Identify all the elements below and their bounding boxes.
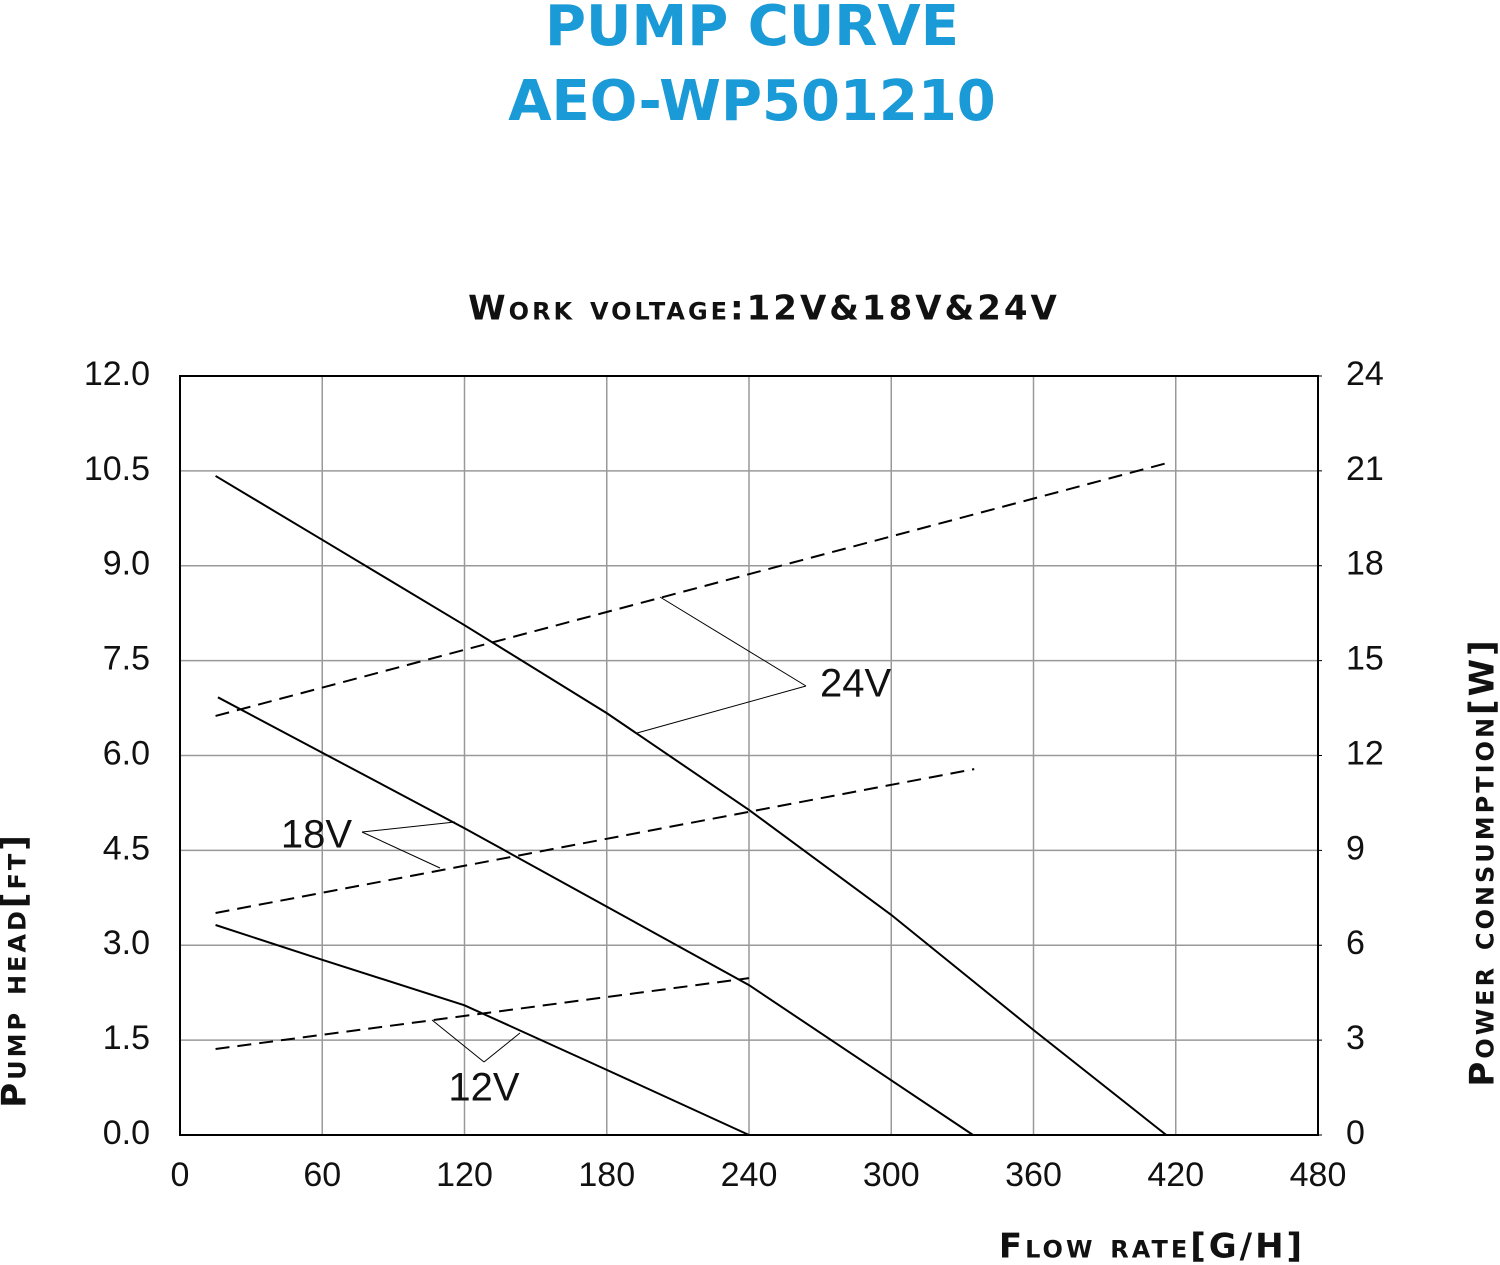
x-tick-label: 60 — [303, 1156, 341, 1194]
x-tick-label: 480 — [1290, 1156, 1347, 1194]
y2-axis-label: Power consumption[W] — [1463, 637, 1500, 1086]
y2-tick-label: 21 — [1346, 450, 1384, 488]
y-tick-label: 12.0 — [84, 355, 150, 393]
y2-tick-label: 15 — [1346, 640, 1384, 678]
leader-line — [361, 831, 441, 869]
leader-line — [483, 1032, 521, 1063]
leader-line — [361, 821, 456, 833]
y-axis-label: Pump head[ft] — [0, 832, 35, 1108]
x-tick-label: 120 — [436, 1156, 493, 1194]
annotation: 24V — [820, 662, 891, 706]
y-tick-label: 1.5 — [103, 1019, 150, 1057]
leader-line — [659, 596, 807, 687]
leader-line — [431, 1019, 485, 1063]
y-tick-label: 9.0 — [103, 545, 150, 583]
line-series — [215, 461, 1172, 717]
line-series — [215, 924, 750, 1136]
y2-tick-label: 18 — [1346, 545, 1384, 583]
y2-tick-label: 6 — [1346, 924, 1365, 962]
y-tick-label: 7.5 — [103, 640, 150, 678]
x-tick-label: 360 — [1005, 1156, 1062, 1194]
line-series — [215, 977, 750, 1050]
y-tick-label: 3.0 — [103, 924, 150, 962]
chart-subtitle: Work voltage:12V&18V&24V — [468, 289, 1060, 329]
line-series — [215, 475, 1167, 1136]
y-tick-label: 10.5 — [84, 450, 150, 488]
x-tick-label: 0 — [171, 1156, 190, 1194]
y-tick-label: 0.0 — [103, 1114, 150, 1152]
x-axis-label: Flow rate[G/H] — [999, 1227, 1305, 1265]
x-tick-label: 420 — [1147, 1156, 1204, 1194]
annotation: 18V — [281, 813, 352, 857]
x-tick-label: 300 — [863, 1156, 920, 1194]
y-tick-label: 6.0 — [103, 734, 150, 772]
line-series — [217, 696, 974, 1136]
y2-tick-label: 24 — [1346, 355, 1384, 393]
y-tick-label: 4.5 — [103, 829, 150, 867]
annotation: 12V — [448, 1066, 519, 1110]
y2-tick-label: 12 — [1346, 734, 1384, 772]
line-series — [215, 768, 975, 914]
x-tick-label: 180 — [578, 1156, 635, 1194]
x-tick-label: 240 — [721, 1156, 778, 1194]
leader-line — [636, 685, 807, 734]
chart-title: PUMP CURVE — [545, 0, 959, 59]
y2-tick-label: 3 — [1346, 1019, 1365, 1057]
chart-title: AEO-WP501210 — [508, 69, 996, 134]
y2-tick-label: 0 — [1346, 1114, 1365, 1152]
y2-tick-label: 9 — [1346, 829, 1365, 867]
